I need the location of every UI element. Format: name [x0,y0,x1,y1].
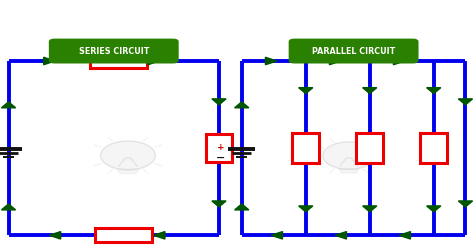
Polygon shape [458,201,473,207]
Polygon shape [299,88,313,94]
Polygon shape [458,99,473,105]
Text: −: − [216,152,225,162]
Bar [292,133,319,163]
Polygon shape [154,232,165,239]
Polygon shape [427,206,441,212]
Polygon shape [329,57,341,65]
Text: PARALLEL CIRCUIT: PARALLEL CIRCUIT [312,47,395,56]
Polygon shape [1,102,16,108]
Polygon shape [363,206,377,212]
FancyBboxPatch shape [49,39,179,63]
Polygon shape [299,206,313,212]
Bar [206,134,232,162]
Polygon shape [393,57,405,65]
Polygon shape [271,232,283,239]
Polygon shape [399,232,410,239]
Text: DIFFERENCE BETWEEN SERIES & PARALLEL CIRCUIT: DIFFERENCE BETWEEN SERIES & PARALLEL CIR… [45,11,429,25]
Bar [356,133,383,163]
Polygon shape [100,141,155,170]
Bar [90,54,147,68]
Polygon shape [235,204,249,210]
Polygon shape [335,232,346,239]
Text: SERIES CIRCUIT: SERIES CIRCUIT [79,47,149,56]
Polygon shape [235,102,249,108]
Text: +: + [217,143,224,152]
Polygon shape [427,88,441,94]
Polygon shape [323,142,375,169]
Polygon shape [1,204,16,210]
Polygon shape [212,201,226,207]
Polygon shape [148,57,159,65]
Polygon shape [265,57,277,65]
Bar [95,228,152,242]
FancyBboxPatch shape [289,39,419,63]
Polygon shape [49,232,61,239]
Bar [420,133,447,163]
Polygon shape [44,57,55,65]
Polygon shape [363,88,377,94]
Polygon shape [117,169,139,174]
Polygon shape [212,99,226,105]
Polygon shape [338,169,359,173]
